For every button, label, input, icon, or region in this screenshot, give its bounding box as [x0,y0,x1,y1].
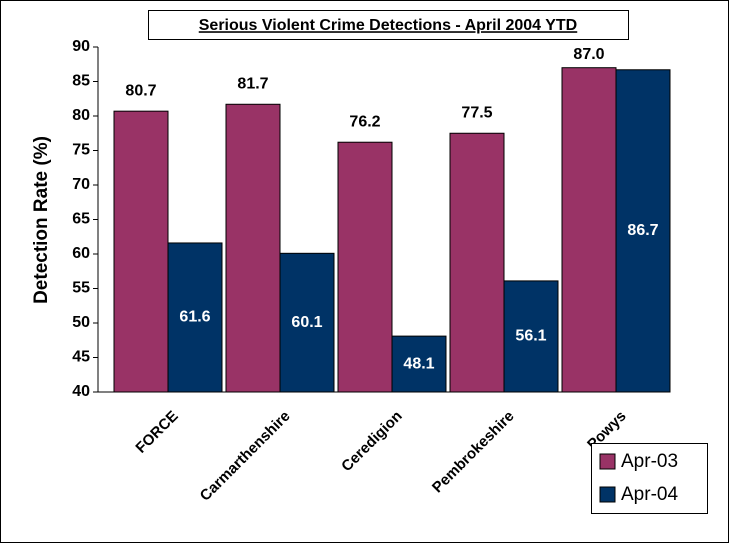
legend-label: Apr-04 [621,484,678,505]
legend-swatch [599,486,616,503]
chart-title: Serious Violent Crime Detections - April… [199,17,577,34]
bar [225,103,281,393]
y-tick-label: 55 [72,280,90,297]
bar [449,132,505,393]
bar [503,280,559,393]
data-label: 81.7 [237,75,268,92]
data-label: 61.6 [179,309,210,326]
y-tick-label: 40 [72,383,90,400]
bar [167,242,223,393]
y-tick-label: 50 [72,314,90,331]
bar [561,67,617,393]
y-tick-label: 45 [72,349,90,366]
bar [615,69,671,393]
legend-swatch [599,453,616,470]
data-label: 48.1 [403,355,434,372]
y-tick-label: 60 [72,245,90,262]
legend-label: Apr-03 [621,451,678,472]
bar [279,252,335,393]
data-label: 76.2 [349,113,380,130]
y-axis-label: Detection Rate (%) [31,136,52,304]
y-tick-label: 70 [72,176,90,193]
data-label: 56.1 [515,328,546,345]
bar [391,335,447,393]
y-tick-label: 65 [72,211,90,228]
data-label: 77.5 [461,104,492,121]
data-label: 87.0 [573,46,604,63]
data-label: 60.1 [291,314,322,331]
data-label: 80.7 [125,82,156,99]
y-tick-label: 80 [72,107,90,124]
y-tick-label: 90 [72,38,90,55]
data-label: 86.7 [627,222,658,239]
y-tick-label: 85 [72,73,90,90]
bar [113,110,169,393]
title-box [148,10,629,40]
y-tick-label: 75 [72,142,90,159]
bar [337,141,393,393]
